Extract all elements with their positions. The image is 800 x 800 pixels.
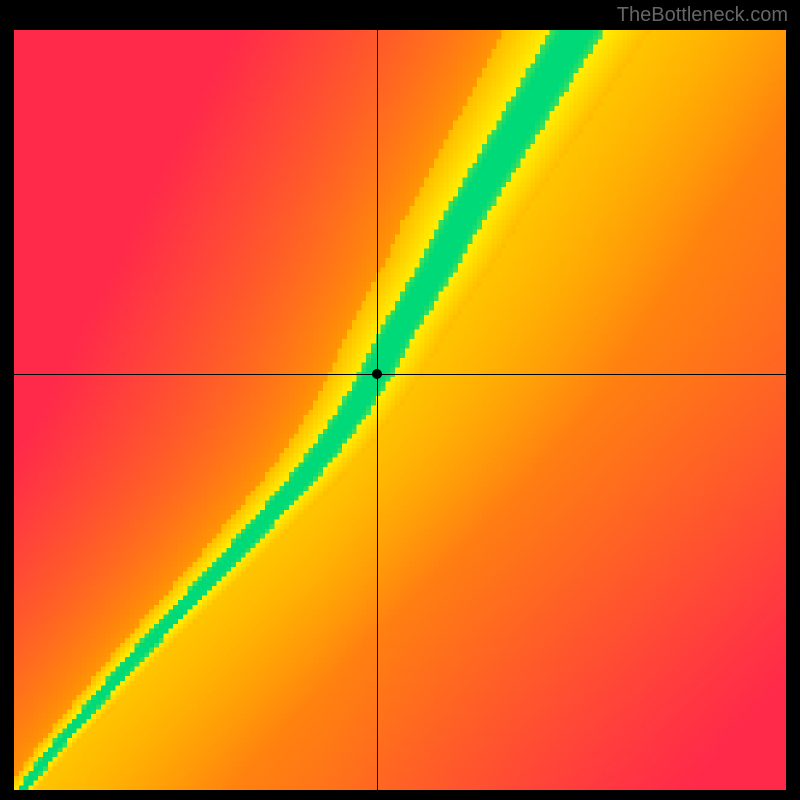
watermark-text: TheBottleneck.com: [617, 4, 788, 27]
crosshair-horizontal: [14, 374, 786, 375]
crosshair-vertical: [377, 30, 378, 790]
heatmap-plot: [14, 30, 786, 790]
heatmap-canvas: [14, 30, 786, 790]
crosshair-marker: [372, 369, 382, 379]
